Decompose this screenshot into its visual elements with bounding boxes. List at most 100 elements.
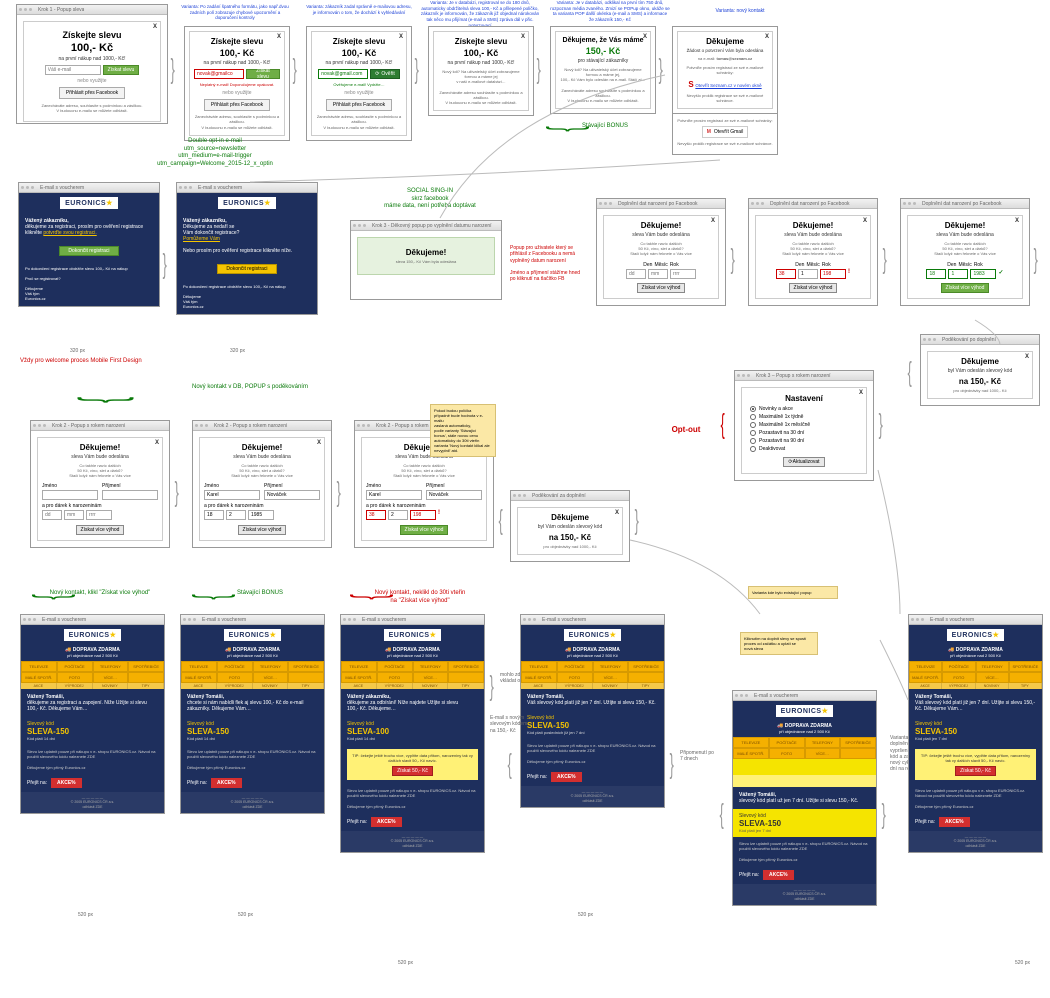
close-icon[interactable]: X [643,34,647,40]
close-icon[interactable]: X [863,218,867,224]
verify-msg: Ověřujeme e-mail! Vydržte… [316,82,402,87]
month-input-ok[interactable] [948,269,968,279]
euronics-logo: EURONICS★ [64,629,122,641]
firstname-input[interactable] [204,490,260,500]
radio-opt5[interactable]: Pozastavit na 90 dní [750,437,858,445]
close-icon[interactable]: X [859,390,863,396]
close-icon[interactable]: X [615,510,619,516]
error-msg: Neplatný e-mail! Doporučujeme opakovat. [194,82,280,87]
firstname-input[interactable] [366,490,422,500]
tip-box: TIP: čekejte ještě trochu více, vyplňte … [915,749,1036,780]
sticky-note-policka: Pokud budou políčka případně bude hodnot… [430,404,496,457]
update-button[interactable]: ⟳ Aktualizovat [783,457,824,467]
close-icon[interactable]: X [277,34,281,40]
brace-5: } [659,55,663,83]
finish-reg-button-yellow[interactable]: Dokončit registraci [217,264,276,274]
mail-greeting: Vážený zákazníku,děkujeme za registraci,… [19,213,159,241]
get-discount-button[interactable]: Získat slevu [246,69,280,79]
get-50-button[interactable]: Získat 50,- Kč [392,766,433,776]
more-benefits-button[interactable]: Získat více výhod [637,283,686,293]
lastname-input[interactable] [264,490,320,500]
close-icon[interactable]: X [155,440,159,446]
get-50-button[interactable]: Získat 50,- Kč [955,766,996,776]
popup-fb-2: Doplnění dat narození po Facebook X Děku… [748,198,878,306]
close-icon[interactable]: X [1015,218,1019,224]
dim-520-2: 520 px [238,912,253,918]
close-icon[interactable]: X [1025,354,1029,360]
email-input-error[interactable] [194,69,244,79]
year-input-err[interactable] [820,269,846,279]
get-discount-button[interactable]: Získat slevu [103,65,140,75]
brace-fb3: } [1034,245,1038,273]
brace-4: } [537,55,541,83]
radio-opt2[interactable]: Maximálně 1x týdně [750,413,858,421]
email-input[interactable] [45,65,101,75]
dim-520-6: 520 px [1015,960,1030,966]
close-icon[interactable]: X [317,440,321,446]
close-icon[interactable]: X [399,34,403,40]
close-icon[interactable]: X [711,218,715,224]
month-input[interactable] [798,269,818,279]
month-input[interactable] [226,510,246,520]
dim-520-4: 520 px [578,912,593,918]
finish-reg-button[interactable]: Dokončit registraci [59,246,118,256]
akce-button[interactable]: AKCE% [51,778,82,788]
akce-button[interactable]: AKCE% [551,772,582,782]
open-gmail-button[interactable]: MOtevřít Gmail [702,126,749,138]
radio-opt4[interactable]: Pozastavit na 30 dní [750,429,858,437]
annot-pripomenuti: Připomenutí po 7 dnech [680,750,730,763]
more-benefits-button-ok[interactable]: Získat více výhod [941,283,990,293]
category-bar[interactable]: TELEVIZEPOČÍTAČETELEFONYSPOTŘEBIČEMALÉ S… [21,661,164,683]
verify-button[interactable]: ⟳Ověřit [370,69,400,79]
day-input-err[interactable] [776,269,796,279]
or-label: nebo využijte [30,78,154,84]
more-benefits-button[interactable]: Získat více výhod [238,525,287,535]
year-input[interactable] [248,510,274,520]
more-benefits-button-green[interactable]: Získat více výhod [400,525,449,535]
annot-optout: Opt-out [656,425,716,435]
close-icon[interactable]: X [521,34,525,40]
brace-3: } [415,55,419,83]
email-input-ok[interactable] [318,69,368,79]
email-welcome-2: E-mail s voucherem EURONICS★ Vážený záka… [176,182,318,315]
email-voucher-1: E-mail s voucherem EURONICS★ 🚚 DOPRAVA Z… [20,614,165,814]
radio-opt3[interactable]: Maximálně 1x měsíčně [750,421,858,429]
radio-opt6[interactable]: Deaktivovat [750,445,858,453]
day-input[interactable] [626,269,646,279]
year-input-ok[interactable] [970,269,996,279]
month-input[interactable] [648,269,668,279]
lastname-input[interactable] [102,490,158,500]
more-benefits-button[interactable]: Získat více výhod [789,283,838,293]
day-input-err[interactable] [366,510,386,520]
more-benefits-button[interactable]: Získat více výhod [76,525,125,535]
email-welcome-1: E-mail s voucherem EURONICS★ Vážený záka… [18,182,160,307]
subcategory-bar[interactable]: AKCEVÝPRODEJNOVINKYTIPY [21,683,164,689]
day-input-ok[interactable] [926,269,946,279]
year-input-err[interactable] [410,510,436,520]
facebook-login-button[interactable]: Přihlásit přes Facebook [204,99,270,111]
seznam-icon: S [688,80,693,89]
year-input[interactable] [670,269,696,279]
lastname-input[interactable] [426,490,482,500]
year-input[interactable] [86,510,112,520]
radio-opt1[interactable]: Novinky a akce [750,405,858,413]
day-input[interactable] [42,510,62,520]
day-input[interactable] [204,510,224,520]
facebook-login-button[interactable]: Přihlásit přes Facebook [59,87,125,99]
brace-emails: } [163,250,167,278]
open-seznam-link[interactable]: Otevřít Seznam.cz v novém okně [695,83,761,88]
brace-thanks-code-r: } [635,506,639,534]
akce-button[interactable]: AKCE% [763,870,794,880]
brace-k2b: } [337,478,341,506]
month-input[interactable] [64,510,84,520]
close-icon[interactable]: X [153,24,157,30]
akce-button[interactable]: AKCE% [939,817,970,827]
annot-novy-neklikl: Nový kontakt, neklikl do 30ti vteřin na … [340,590,500,605]
popup-krok3-thanks: Krok 3 - Děkovný popup po vyplnění datum… [350,220,502,300]
firstname-input[interactable] [42,490,98,500]
facebook-login-button[interactable]: Přihlásit přes Facebook [326,99,392,111]
akce-button[interactable]: AKCE% [371,817,402,827]
month-input[interactable] [388,510,408,520]
close-icon[interactable]: X [765,34,769,40]
akce-button[interactable]: AKCE% [211,778,242,788]
